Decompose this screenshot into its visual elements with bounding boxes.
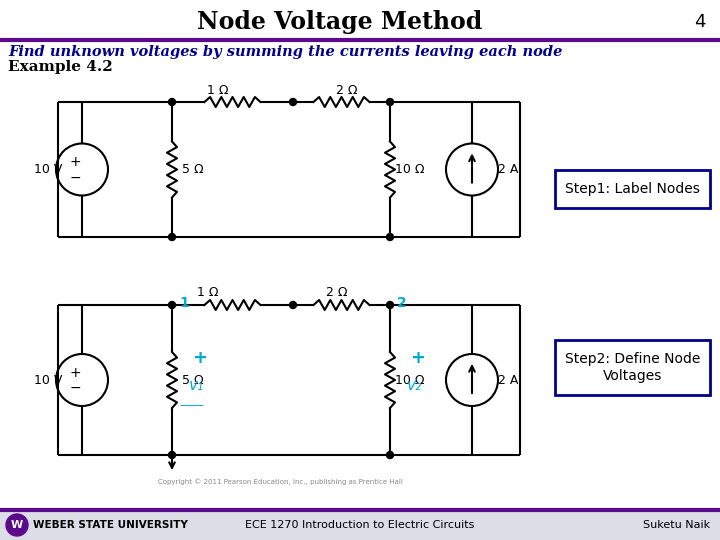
Text: 1 Ω: 1 Ω	[197, 286, 218, 299]
Text: 1 Ω: 1 Ω	[207, 84, 228, 97]
Circle shape	[387, 233, 394, 240]
Circle shape	[6, 514, 28, 536]
Bar	[0, 510, 720, 540]
Text: +: +	[69, 366, 81, 380]
Text: ECE 1270 Introduction to Electric Circuits: ECE 1270 Introduction to Electric Circui…	[246, 520, 474, 530]
Text: Example 4.2: Example 4.2	[8, 60, 113, 74]
Text: WEBER STATE UNIVERSITY: WEBER STATE UNIVERSITY	[33, 520, 188, 530]
FancyBboxPatch shape	[555, 170, 710, 208]
Text: +: +	[69, 156, 81, 170]
Circle shape	[168, 233, 176, 240]
Circle shape	[387, 301, 394, 308]
Text: v₂: v₂	[406, 377, 422, 393]
Text: +: +	[192, 349, 207, 367]
Text: Step1: Label Nodes: Step1: Label Nodes	[565, 182, 700, 196]
Circle shape	[387, 451, 394, 458]
Circle shape	[168, 301, 176, 308]
Text: Node Voltage Method: Node Voltage Method	[197, 10, 482, 34]
Circle shape	[387, 98, 394, 105]
Text: W: W	[11, 520, 23, 530]
Text: 2: 2	[397, 296, 407, 310]
Text: 10 V: 10 V	[34, 374, 62, 387]
Circle shape	[168, 98, 176, 105]
Text: Find unknown voltages by summing the currents leaving each node: Find unknown voltages by summing the cur…	[8, 45, 562, 59]
Text: 1: 1	[179, 296, 189, 310]
Circle shape	[289, 98, 297, 105]
FancyBboxPatch shape	[555, 340, 710, 395]
Text: 10 Ω: 10 Ω	[395, 163, 425, 176]
Text: +: +	[410, 349, 426, 367]
Text: Suketu Naik: Suketu Naik	[643, 520, 710, 530]
Text: −: −	[69, 381, 81, 395]
Text: 2 Ω: 2 Ω	[336, 84, 357, 97]
Text: −: −	[69, 171, 81, 185]
Text: ——: ——	[179, 400, 204, 413]
Text: 2 Ω: 2 Ω	[325, 286, 347, 299]
Text: 4: 4	[694, 13, 706, 31]
Text: Voltages: Voltages	[603, 369, 662, 383]
Text: 10 V: 10 V	[34, 163, 62, 176]
Text: v₁: v₁	[189, 377, 204, 393]
Text: Copyright © 2011 Pearson Education, Inc., publishing as Prentice Hall: Copyright © 2011 Pearson Education, Inc.…	[158, 478, 402, 485]
Text: 5 Ω: 5 Ω	[182, 374, 204, 387]
Text: 2 A: 2 A	[498, 374, 518, 387]
Circle shape	[289, 301, 297, 308]
Circle shape	[168, 451, 176, 458]
Text: 10 Ω: 10 Ω	[395, 374, 425, 387]
Text: 5 Ω: 5 Ω	[182, 163, 204, 176]
Text: Step2: Define Node: Step2: Define Node	[564, 352, 700, 366]
Text: 2 A: 2 A	[498, 163, 518, 176]
